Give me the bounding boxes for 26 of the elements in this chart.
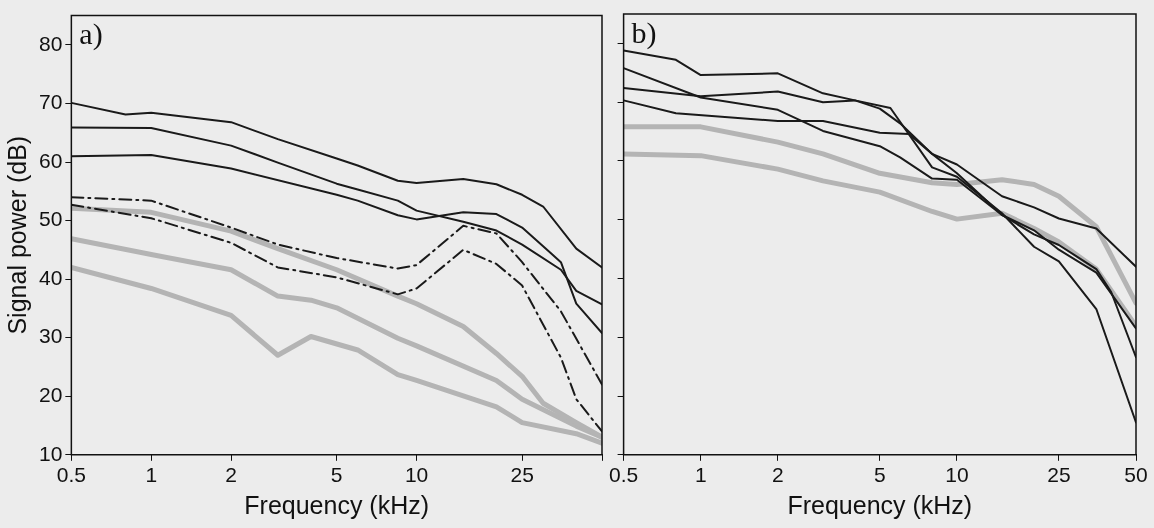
- x-tick-label: 1: [145, 463, 158, 487]
- x-axis-title: Frequency (kHz): [787, 490, 973, 519]
- x-tick-label: 1: [694, 463, 707, 487]
- annotation: a): [79, 17, 103, 52]
- y-tick-label: 20: [39, 383, 63, 407]
- x-tick-label: 5: [330, 463, 343, 487]
- x-tick-label: 25: [1047, 463, 1071, 487]
- x-tick-label: 2: [772, 463, 784, 487]
- y-axis-title: Signal power (dB): [2, 135, 31, 335]
- x-tick-label: 25: [510, 463, 534, 487]
- x-tick-label: 0.5: [56, 463, 86, 487]
- x-tick-label: 10: [404, 463, 429, 487]
- x-tick-label: 10: [945, 463, 969, 487]
- x-tick-label: 50: [1124, 463, 1148, 487]
- y-tick-label: 10: [39, 441, 63, 465]
- x-tick-label: 5: [873, 463, 886, 487]
- x-tick-label: 0.5: [608, 463, 639, 487]
- y-tick-label: 50: [39, 207, 63, 231]
- y-tick-label: 30: [39, 324, 63, 348]
- annotation: b): [631, 15, 657, 50]
- y-tick-label: 60: [39, 148, 63, 172]
- x-tick-label: 2: [225, 463, 237, 487]
- y-tick-label: 40: [39, 265, 63, 289]
- x-axis-title: Frequency (kHz): [244, 490, 430, 519]
- y-tick-label: 70: [39, 90, 63, 114]
- y-tick-label: 80: [39, 31, 63, 55]
